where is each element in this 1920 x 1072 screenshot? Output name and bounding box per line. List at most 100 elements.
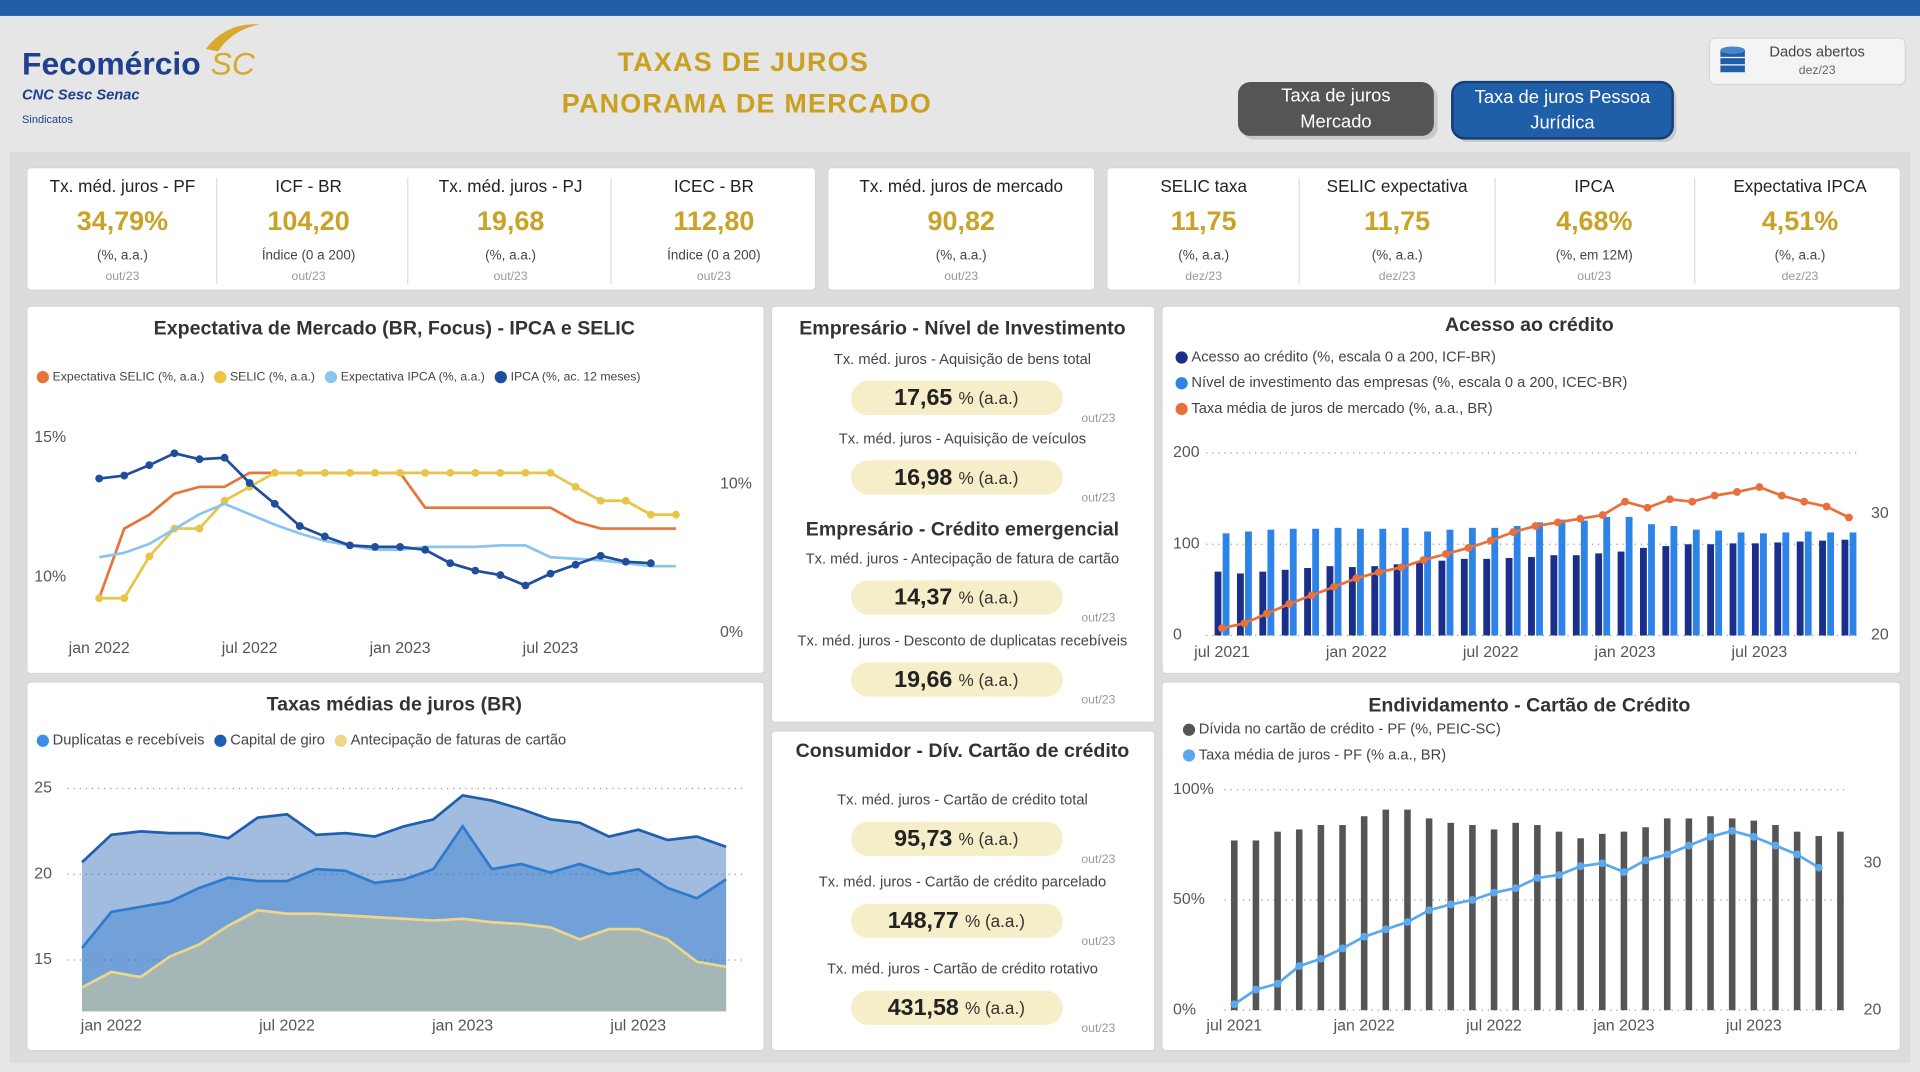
bar: [1580, 520, 1588, 636]
bar: [1640, 547, 1647, 636]
open-data-date: dez/23: [1799, 63, 1836, 77]
item-label: Tx. méd. juros - Aquisição de bens total: [834, 352, 1091, 368]
bar: [1424, 531, 1432, 636]
line-marker: [1403, 918, 1412, 926]
line-marker: [446, 559, 455, 568]
line-marker: [1307, 591, 1316, 600]
item-label: Tx. méd. juros - Cartão de crédito rotat…: [827, 962, 1098, 978]
x-tick-label: jul 2022: [221, 640, 278, 657]
line-marker: [95, 474, 104, 483]
bar: [1512, 822, 1519, 1011]
line-marker: [1338, 944, 1347, 953]
line-marker: [1845, 513, 1853, 522]
y-tick-label: 0: [1173, 627, 1182, 644]
item-value: 148,77 % (a.a.): [888, 907, 1025, 933]
line-marker: [646, 510, 655, 519]
kpi-label: ICEC - BR: [674, 176, 754, 196]
line-marker: [220, 496, 229, 505]
line-marker: [120, 594, 129, 603]
button-label[interactable]: Taxa de juros Pessoa: [1475, 86, 1651, 107]
item-date: out/23: [1081, 934, 1115, 948]
y-tick-label: 20: [34, 865, 52, 882]
item-label: Tx. méd. juros - Aquisição de veículos: [839, 431, 1086, 447]
bar: [1625, 516, 1633, 636]
bar: [1729, 543, 1737, 636]
kpi-date: dez/23: [1782, 269, 1819, 283]
value-pill: [851, 903, 1063, 938]
bar: [1849, 532, 1857, 636]
line-marker: [346, 541, 354, 550]
item-date: out/23: [1081, 411, 1115, 425]
line-marker: [1706, 832, 1715, 841]
logo-brands: CNC Sesc Senac: [22, 87, 140, 103]
bar: [1620, 831, 1628, 1011]
bar: [1259, 571, 1267, 636]
line-marker: [1620, 868, 1628, 876]
kpi-value: 104,20: [267, 206, 349, 236]
item-number: 14,37: [894, 584, 952, 610]
line-marker: [546, 569, 555, 578]
button-mercado[interactable]: [1237, 82, 1434, 136]
legend-marker: [1175, 402, 1188, 416]
panel-title: Consumidor - Dív. Cartão de crédito: [796, 740, 1130, 762]
bar: [1236, 573, 1244, 636]
bar: [1827, 532, 1835, 636]
bar: [1804, 531, 1812, 636]
line-marker: [1397, 563, 1406, 572]
line-marker: [320, 468, 329, 477]
bar: [1558, 519, 1566, 636]
button-label[interactable]: Taxa de juros: [1281, 85, 1390, 106]
bar: [1670, 526, 1678, 636]
x-tick-label: jan 2023: [431, 1017, 493, 1034]
bar: [1382, 809, 1390, 1011]
legend-label: Taxa média de juros de mercado (%, a.a.,…: [1191, 401, 1492, 417]
value-pill: [851, 460, 1063, 495]
bar: [1425, 818, 1433, 1011]
line-marker: [621, 557, 630, 566]
bar: [1379, 528, 1387, 636]
line-marker: [1533, 874, 1542, 882]
legend-label: Dívida no cartão de crédito - PF (%, PEI…: [1199, 722, 1501, 738]
item-value: 17,65 % (a.a.): [894, 384, 1018, 410]
line-marker: [245, 479, 254, 487]
kpi-label: Tx. méd. juros - PF: [50, 176, 196, 196]
bar: [1468, 527, 1476, 636]
bar: [1274, 831, 1281, 1011]
bar: [1446, 529, 1454, 636]
button-pessoa-juridica[interactable]: [1451, 80, 1674, 140]
bar: [1662, 546, 1670, 636]
kpi-unit: (%, a.a.): [485, 247, 536, 262]
info-panel: [770, 730, 1156, 1052]
database-icon: [1720, 46, 1745, 73]
x-tick-label: jul 2022: [258, 1017, 315, 1034]
line-marker: [1800, 497, 1809, 506]
line-marker: [596, 551, 605, 560]
value-pill: [851, 580, 1063, 615]
open-data-box[interactable]: [1708, 37, 1906, 86]
bar: [1603, 516, 1611, 636]
line-marker: [270, 468, 279, 477]
kpi-date: dez/23: [1185, 269, 1222, 283]
bar: [1483, 558, 1491, 636]
bar: [1642, 827, 1649, 1011]
legend-marker: [324, 371, 338, 384]
y2-tick-label: 30: [1864, 854, 1882, 871]
x-tick-label: jul 2023: [609, 1017, 666, 1034]
bar: [1334, 527, 1342, 636]
line-marker: [1755, 483, 1764, 492]
line-marker: [145, 461, 154, 470]
open-data-label[interactable]: Dados abertos: [1769, 45, 1865, 61]
legend-label: Capital de giro: [230, 733, 325, 749]
legend-label: Duplicatas e recebíveis: [53, 733, 205, 749]
x-tick-label: jan 2023: [369, 640, 431, 657]
button-label[interactable]: Mercado: [1300, 110, 1371, 131]
item-number: 16,98: [894, 464, 952, 490]
db-top: [1720, 46, 1745, 54]
line-marker: [1814, 863, 1823, 872]
item-value: 14,37 % (a.a.): [894, 584, 1018, 610]
bar: [1796, 541, 1804, 636]
item-date: out/23: [1081, 1021, 1115, 1035]
line-marker: [1374, 568, 1383, 577]
kpi-unit: (%, a.a.): [1372, 247, 1423, 262]
button-label[interactable]: Jurídica: [1530, 112, 1595, 133]
